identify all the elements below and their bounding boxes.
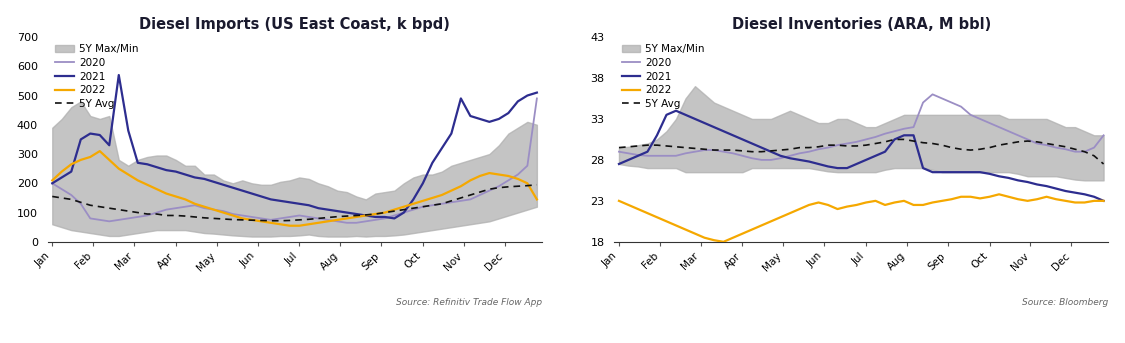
Legend: 5Y Max/Min, 2020, 2021, 2022, 5Y Avg: 5Y Max/Min, 2020, 2021, 2022, 5Y Avg bbox=[620, 42, 706, 111]
Legend: 5Y Max/Min, 2020, 2021, 2022, 5Y Avg: 5Y Max/Min, 2020, 2021, 2022, 5Y Avg bbox=[53, 42, 141, 111]
Text: Source: Bloomberg: Source: Bloomberg bbox=[1023, 298, 1108, 307]
Title: Diesel Inventories (ARA, M bbl): Diesel Inventories (ARA, M bbl) bbox=[731, 17, 991, 32]
Text: Source: Refinitiv Trade Flow App: Source: Refinitiv Trade Flow App bbox=[396, 298, 541, 307]
Title: Diesel Imports (US East Coast, k bpd): Diesel Imports (US East Coast, k bpd) bbox=[140, 17, 450, 32]
